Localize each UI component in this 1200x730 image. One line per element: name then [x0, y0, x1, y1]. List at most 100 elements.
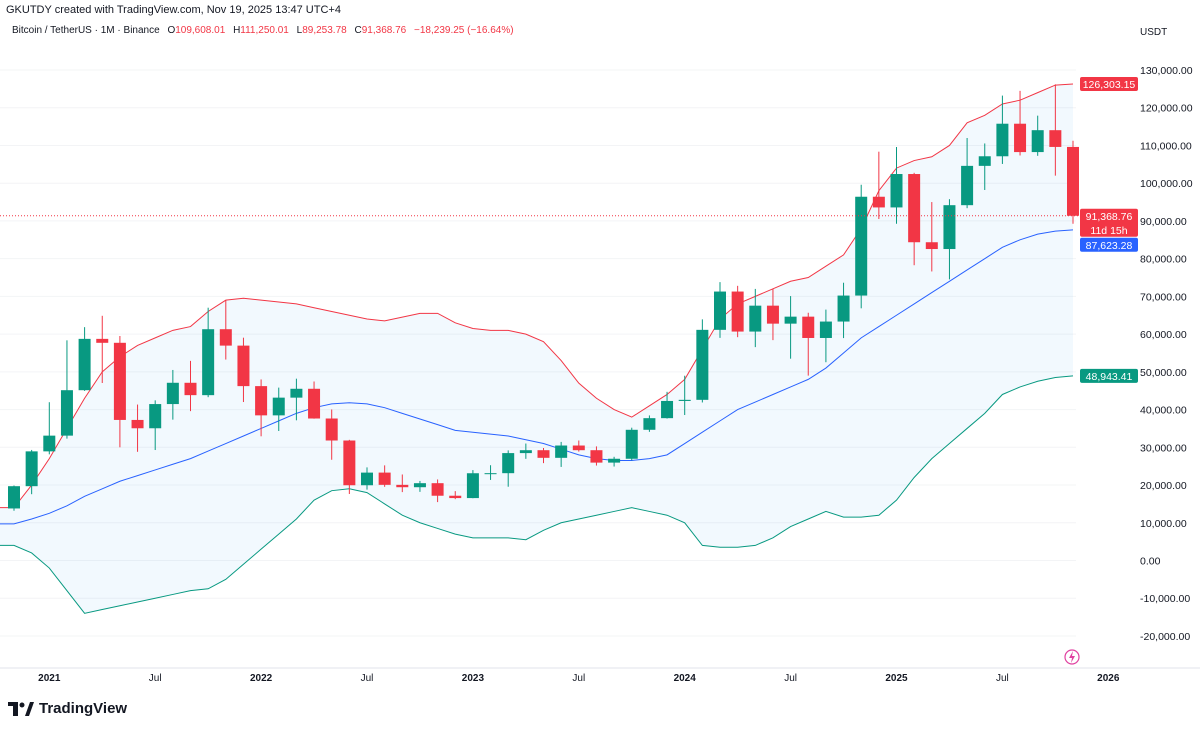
last-price-label-bg	[1080, 208, 1138, 237]
candle-down	[1014, 123, 1027, 153]
candle-up	[749, 305, 762, 332]
tradingview-logo[interactable]: TradingView	[8, 700, 127, 717]
symbol-name[interactable]: Bitcoin / TetherUS · 1M · Binance	[12, 25, 160, 36]
candle-up	[25, 451, 38, 487]
candle-up	[890, 174, 903, 208]
candle-up	[555, 445, 568, 458]
y-tick-label: 20,000.00	[1140, 480, 1187, 492]
lightning-bolt-icon	[1069, 651, 1075, 663]
candle-down	[590, 450, 603, 463]
candle-up	[961, 165, 974, 206]
candle-down	[925, 242, 938, 250]
candle-up	[943, 205, 956, 250]
close-value: 91,368.76	[361, 25, 407, 36]
candle-up	[696, 329, 709, 400]
candle-down	[325, 418, 338, 441]
open-value: 109,608.01	[175, 25, 226, 36]
candle-up	[43, 435, 56, 452]
x-tick-label: Jul	[149, 673, 162, 684]
y-tick-label: 30,000.00	[1140, 442, 1187, 454]
candle-down	[572, 445, 585, 451]
x-tick-label: 2024	[674, 673, 697, 684]
y-tick-label: 90,000.00	[1140, 216, 1187, 228]
high-value: 111,250.01	[240, 25, 289, 36]
y-tick-label: 40,000.00	[1140, 405, 1187, 417]
candle-up	[661, 400, 674, 419]
open-label: O	[167, 25, 176, 36]
candle-down	[131, 419, 144, 429]
candle-down	[237, 345, 250, 387]
bollinger-basis-line	[0, 229, 1074, 525]
y-tick-label: -10,000.00	[1140, 593, 1190, 605]
upper-band-label-bg	[1080, 76, 1138, 91]
candle-up	[361, 472, 373, 486]
y-tick-label: 50,000.00	[1140, 367, 1187, 379]
candle-down	[766, 305, 779, 324]
candle-up	[819, 321, 832, 338]
currency-label: USDT	[1140, 27, 1168, 38]
bollinger-lower-line	[0, 375, 1074, 614]
y-tick-label: 130,000.00	[1140, 65, 1193, 77]
x-tick-label: 2025	[885, 673, 908, 684]
candle-down	[1049, 130, 1062, 147]
candle-up	[272, 397, 285, 416]
bollinger-upper-line	[0, 83, 1074, 509]
candle-down	[537, 450, 550, 458]
candle-up	[608, 458, 621, 463]
low-label: L	[296, 25, 303, 36]
y-tick-label: 120,000.00	[1140, 103, 1193, 115]
brand-name: TradingView	[39, 700, 128, 717]
y-tick-label: 0.00	[1140, 555, 1161, 567]
close-label: C	[354, 25, 362, 36]
candle-down	[184, 382, 197, 396]
y-tick-label: 110,000.00	[1140, 140, 1192, 152]
candle-up	[502, 453, 515, 474]
lower-band-label-bg	[1080, 368, 1138, 383]
basis-label: 87,623.28	[1086, 240, 1133, 252]
y-tick-label: -20,000.00	[1140, 631, 1190, 643]
high-label: H	[233, 25, 241, 36]
x-tick-label: 2021	[38, 673, 61, 684]
candle-up	[149, 404, 162, 429]
candle-up	[837, 295, 850, 322]
candle-down	[378, 472, 391, 485]
y-tick-label: 60,000.00	[1140, 329, 1187, 341]
candle-up	[60, 390, 73, 436]
candle-up	[1031, 130, 1044, 153]
candle-up	[643, 418, 656, 430]
candle-down	[219, 329, 232, 346]
bar-countdown: 11d 15h	[1090, 225, 1127, 237]
candle-down	[1067, 146, 1079, 216]
candle-up	[484, 473, 497, 475]
lightning-icon	[1064, 649, 1080, 665]
candle-down	[872, 196, 885, 208]
candle-up	[8, 486, 20, 509]
candle-up	[625, 429, 638, 459]
candle-up	[413, 483, 426, 488]
candle-up	[166, 382, 179, 405]
candle-up	[784, 316, 797, 324]
candle-down	[255, 386, 268, 416]
candle-up	[78, 338, 91, 391]
x-tick-label: 2023	[462, 673, 485, 684]
x-tick-label: 2022	[250, 673, 273, 684]
candle-down	[113, 342, 126, 420]
x-tick-label: 2026	[1097, 673, 1120, 684]
bollinger-band-fill	[0, 83, 1073, 614]
candle-down	[396, 484, 409, 488]
candle-down	[802, 316, 815, 338]
candle-down	[908, 174, 921, 243]
candle-down	[449, 495, 462, 499]
symbol-legend: Bitcoin / TetherUS · 1M · Binance O109,6…	[12, 25, 514, 36]
x-tick-label: Jul	[572, 673, 585, 684]
lower-band-label: 48,943.41	[1086, 371, 1133, 383]
candle-down	[96, 338, 109, 343]
candle-up	[519, 450, 532, 454]
last-price-label: 91,368.76	[1086, 211, 1133, 223]
basis-label-bg	[1080, 237, 1138, 252]
chart-attribution: GKUTDY created with TradingView.com, Nov…	[6, 4, 341, 16]
candle-up	[978, 156, 991, 166]
change-value: −18,239.25 (−16.64%)	[414, 25, 514, 36]
candle-up	[714, 291, 726, 330]
